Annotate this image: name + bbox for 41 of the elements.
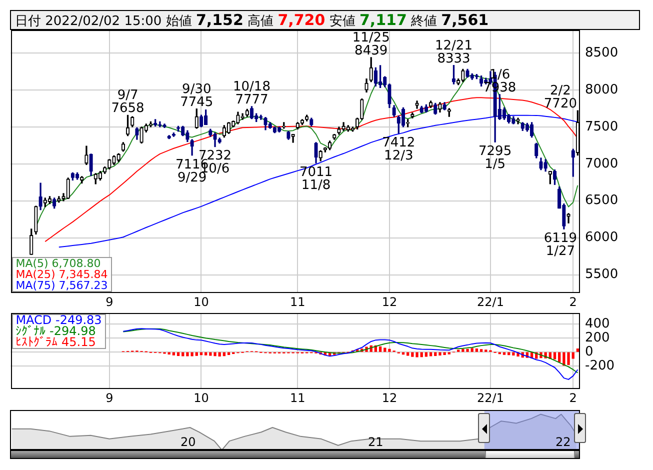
x-tick-label: 12 <box>382 390 398 405</box>
y-tick-label: 7000 <box>585 156 618 172</box>
x-tick-label: 11 <box>290 390 306 405</box>
y-tick-label: 7500 <box>585 119 618 134</box>
y-tick-label: 0 <box>585 344 594 360</box>
annotation: 7412 12/3 <box>382 135 416 164</box>
x-tick-label: 21 <box>368 435 384 450</box>
y-tick-label: 8500 <box>585 45 618 60</box>
annotation: 9/7 7658 <box>111 88 144 116</box>
y-tick-label: -200 <box>585 358 615 374</box>
y-tick-label: 8000 <box>585 82 618 98</box>
x-tick-label: 10 <box>194 390 209 405</box>
chart-title: 日付 2022/02/02 15:00 始値 7,152 高値 7,720 安値 7,117 終値 7,561 <box>15 11 489 29</box>
y-tick-label: 200 <box>585 330 610 346</box>
text: MA(75) 7,567.23 <box>16 278 108 292</box>
x-tick-label: 11 <box>290 294 306 309</box>
x-tick-label: 2 <box>569 390 577 405</box>
text: ﾋｽﾄｸﾞﾗﾑ 45.15 <box>16 335 97 349</box>
x-tick-label: 22/1 <box>476 294 504 309</box>
annotation: 6119 1/27 <box>544 231 578 260</box>
y-tick-label: 6500 <box>585 193 618 208</box>
x-tick-label: 22/1 <box>476 390 504 405</box>
x-tick-label: 20 <box>180 435 196 450</box>
annotation: 7011 11/8 <box>299 165 333 194</box>
annotation: 12/21 8333 <box>435 38 472 66</box>
y-tick-label: 6000 <box>585 230 618 246</box>
annotation: 2/2 7720 <box>544 84 578 112</box>
y-tick-label: 5500 <box>585 267 618 282</box>
text: MA(25) 7,345.84 <box>16 268 108 281</box>
x-tick-label: 22 <box>555 435 571 450</box>
x-tick-label: 9 <box>106 390 114 405</box>
x-tick-label: 2 <box>569 294 577 309</box>
annotation: 9/30 7745 <box>180 82 214 110</box>
annotation: 10/18 7777 <box>233 79 270 108</box>
x-tick-label: 9 <box>106 294 114 309</box>
annotation: 11/25 8439 <box>352 30 390 58</box>
x-tick-label: 12 <box>382 294 398 309</box>
y-tick-label: 400 <box>585 316 610 332</box>
x-tick-label: 10 <box>194 294 209 309</box>
text: MA(5) 6,708.80 <box>16 256 101 270</box>
annotation: 7295 1/5 <box>478 144 512 172</box>
